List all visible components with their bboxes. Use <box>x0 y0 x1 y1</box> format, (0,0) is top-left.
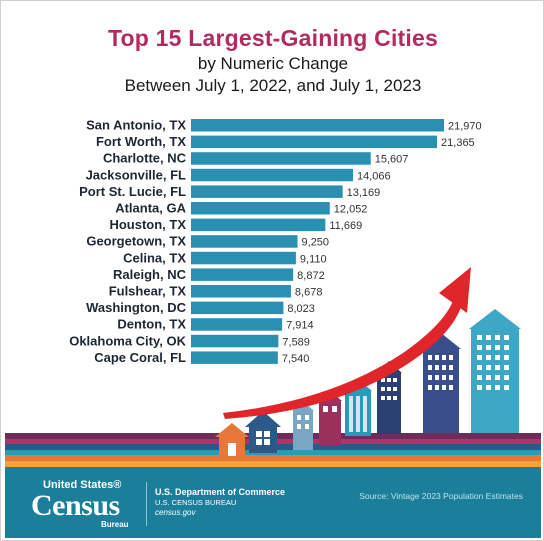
house-icon <box>215 423 249 456</box>
footer-divider <box>146 482 147 526</box>
category-label: San Antonio, TX <box>86 118 186 133</box>
stripe-orange <box>5 455 541 461</box>
logo-line-1: United States® <box>43 479 122 491</box>
category-label: Atlanta, GA <box>115 201 186 216</box>
chart-subtitle-1: by Numeric Change <box>197 54 349 73</box>
logo-line-2: Census <box>31 489 120 522</box>
category-label: Celina, TX <box>123 250 186 265</box>
category-label: Jacksonville, FL <box>86 167 186 182</box>
category-label: Fort Worth, TX <box>96 134 186 149</box>
bar <box>191 318 283 331</box>
rising-arrow-icon <box>223 267 471 419</box>
logo-line-3: Bureau <box>101 520 129 529</box>
bar <box>191 301 284 315</box>
value-label: 15,607 <box>375 154 409 166</box>
category-label: Port St. Lucie, FL <box>79 184 186 199</box>
category-label: Raleigh, NC <box>113 267 187 282</box>
category-label: Denton, TX <box>117 317 186 332</box>
value-label: 13,169 <box>347 187 381 199</box>
category-label: Fulshear, TX <box>109 284 187 299</box>
bar-chart-layer: San Antonio, TX 21,970 Fort Worth, TX 21,36… <box>69 118 481 365</box>
bar-chart: San Antonio, TX 21,970 Fort Worth, TX 21,36… <box>69 118 481 365</box>
bar <box>191 202 330 215</box>
bar <box>191 351 278 364</box>
value-label: 14,066 <box>357 170 391 182</box>
value-label: 9,110 <box>300 253 327 265</box>
bar <box>191 135 438 149</box>
category-label: Washington, DC <box>86 300 187 315</box>
value-label: 12,052 <box>334 204 368 216</box>
tallest-building-icon <box>469 309 521 433</box>
bar <box>191 268 294 281</box>
bar <box>191 218 326 232</box>
census-logo: United States® Census Bureau <box>31 478 141 530</box>
value-label: 11,669 <box>329 220 362 232</box>
category-label: Georgetown, TX <box>86 234 186 249</box>
value-label: 7,914 <box>286 320 314 332</box>
bar <box>191 251 296 265</box>
blue-house-icon <box>245 411 281 453</box>
value-label: 9,250 <box>302 237 330 249</box>
footer: United States® Census Bureau U.S. Depart… <box>5 467 541 538</box>
source-note: Source: Vintage 2023 Population Estimate… <box>359 491 523 501</box>
bar <box>191 152 371 165</box>
bar <box>191 168 353 182</box>
value-label: 7,589 <box>282 336 310 348</box>
department-name: U.S. Department of Commerce <box>155 487 286 497</box>
bar <box>191 185 343 198</box>
category-label: Cape Coral, FL <box>94 350 186 365</box>
value-label: 21,365 <box>441 137 475 149</box>
value-label: 21,970 <box>448 121 482 133</box>
value-label: 8,023 <box>287 303 315 315</box>
category-label: Charlotte, NC <box>103 151 187 166</box>
category-label: Oklahoma City, OK <box>69 333 186 348</box>
website-link[interactable]: census.gov <box>155 507 196 517</box>
value-label: 8,872 <box>297 270 325 282</box>
stripe-amber <box>5 461 541 467</box>
chart-subtitle-2: Between July 1, 2022, and July 1, 2023 <box>124 76 422 95</box>
bar <box>191 119 444 132</box>
value-label: 8,678 <box>295 287 323 299</box>
department-block: U.S. Department of Commerce U.S. CENSUS … <box>155 487 285 518</box>
category-label: Houston, TX <box>109 217 186 232</box>
bureau-name: U.S. CENSUS BUREAU <box>155 498 237 508</box>
bar <box>191 285 291 298</box>
bar <box>191 235 298 248</box>
value-label: 7,540 <box>282 353 310 365</box>
chart-title: Top 15 Largest-Gaining Cities <box>108 25 438 51</box>
bar <box>191 334 279 348</box>
